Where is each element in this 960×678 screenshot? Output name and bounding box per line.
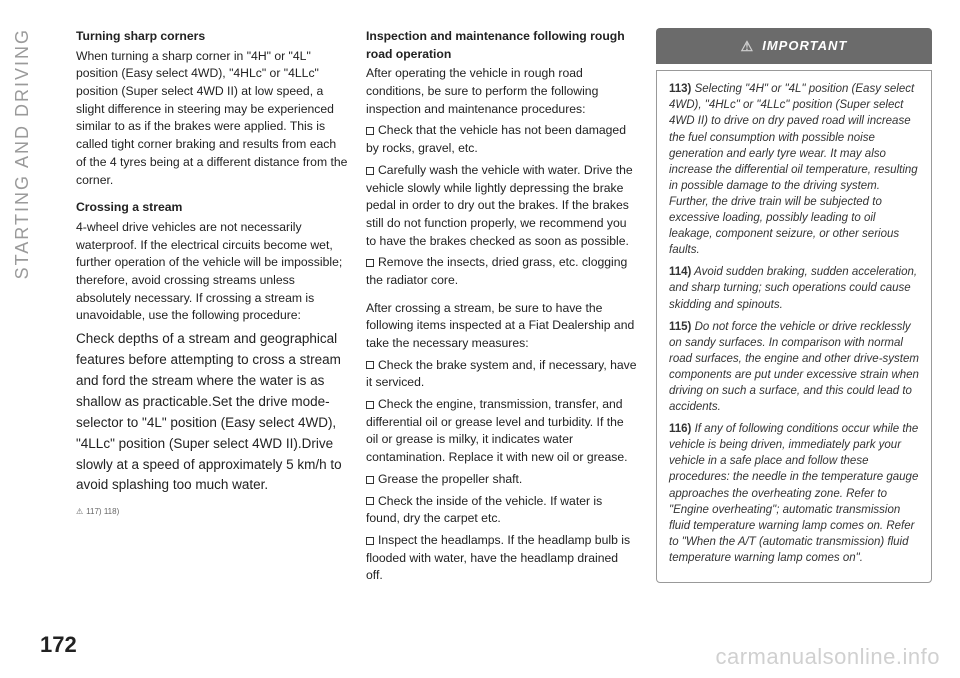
para-turning-corners: When turning a sharp corner in "4H" or "…	[76, 48, 348, 190]
check-text-1: Check that the vehicle has not been dama…	[366, 123, 626, 155]
checkbox-icon	[366, 476, 374, 484]
note-num-113: 113)	[669, 83, 691, 95]
checkbox-icon	[366, 497, 374, 505]
check-item-8: Inspect the headlamps. If the headlamp b…	[366, 532, 638, 585]
note-text-113: Selecting "4H" or "4L" position (Easy se…	[669, 83, 918, 256]
note-115: 115) Do not force the vehicle or drive r…	[669, 319, 919, 416]
para-after-stream: After crossing a stream, be sure to have…	[366, 300, 638, 353]
note-num-116: 116)	[669, 423, 691, 435]
column-3: IMPORTANT 113) Selecting "4H" or "4L" po…	[656, 28, 932, 618]
note-text-116: If any of following conditions occur whi…	[669, 423, 918, 564]
check-item-7: Check the inside of the vehicle. If wate…	[366, 493, 638, 528]
important-label: IMPORTANT	[762, 37, 847, 56]
checkbox-icon	[366, 259, 374, 267]
para-inspection-intro: After operating the vehicle in rough roa…	[366, 65, 638, 118]
check-item-1: Check that the vehicle has not been dama…	[366, 122, 638, 157]
check-item-4: Check the brake system and, if necessary…	[366, 357, 638, 392]
check-text-8: Inspect the headlamps. If the headlamp b…	[366, 533, 630, 582]
para-crossing-intro: 4-wheel drive vehicles are not necessari…	[76, 219, 348, 325]
note-113: 113) Selecting "4H" or "4L" position (Ea…	[669, 81, 919, 258]
important-notes-box: 113) Selecting "4H" or "4L" position (Ea…	[656, 70, 932, 583]
check-text-7: Check the inside of the vehicle. If wate…	[366, 494, 602, 526]
para-crossing-procedure: Check depths of a stream and geographica…	[76, 329, 348, 496]
watermark: carmanualsonline.info	[715, 644, 940, 670]
heading-inspection: Inspection and maintenance following rou…	[366, 28, 638, 63]
heading-crossing-stream: Crossing a stream	[76, 199, 348, 217]
checkbox-icon	[366, 401, 374, 409]
checkbox-icon	[366, 127, 374, 135]
content-columns: Turning sharp corners When turning a sha…	[76, 28, 920, 618]
check-text-2: Carefully wash the vehicle with water. D…	[366, 163, 633, 248]
note-text-114: Avoid sudden braking, sudden acceleratio…	[669, 266, 917, 310]
section-label: STARTING AND DRIVING	[12, 28, 33, 279]
check-text-3: Remove the insects, dried grass, etc. cl…	[366, 255, 627, 287]
heading-turning-corners: Turning sharp corners	[76, 28, 348, 46]
note-114: 114) Avoid sudden braking, sudden accele…	[669, 264, 919, 312]
column-2: Inspection and maintenance following rou…	[366, 28, 638, 618]
important-header: IMPORTANT	[656, 28, 932, 64]
manual-page: STARTING AND DRIVING 172 carmanualsonlin…	[0, 0, 960, 678]
check-item-3: Remove the insects, dried grass, etc. cl…	[366, 254, 638, 289]
check-text-6: Grease the propeller shaft.	[378, 472, 522, 486]
check-item-2: Carefully wash the vehicle with water. D…	[366, 162, 638, 250]
note-text-115: Do not force the vehicle or drive reckle…	[669, 321, 919, 413]
warning-ref: 117) 118)	[76, 506, 348, 518]
check-item-6: Grease the propeller shaft.	[366, 471, 638, 489]
note-num-115: 115)	[669, 321, 691, 333]
page-number: 172	[40, 632, 77, 658]
checkbox-icon	[366, 167, 374, 175]
checkbox-icon	[366, 361, 374, 369]
column-1: Turning sharp corners When turning a sha…	[76, 28, 348, 618]
note-num-114: 114)	[669, 266, 691, 278]
check-item-5: Check the engine, transmission, transfer…	[366, 396, 638, 467]
check-text-4: Check the brake system and, if necessary…	[366, 358, 637, 390]
check-text-5: Check the engine, transmission, transfer…	[366, 397, 628, 464]
note-116: 116) If any of following conditions occu…	[669, 421, 919, 566]
checkbox-icon	[366, 537, 374, 545]
